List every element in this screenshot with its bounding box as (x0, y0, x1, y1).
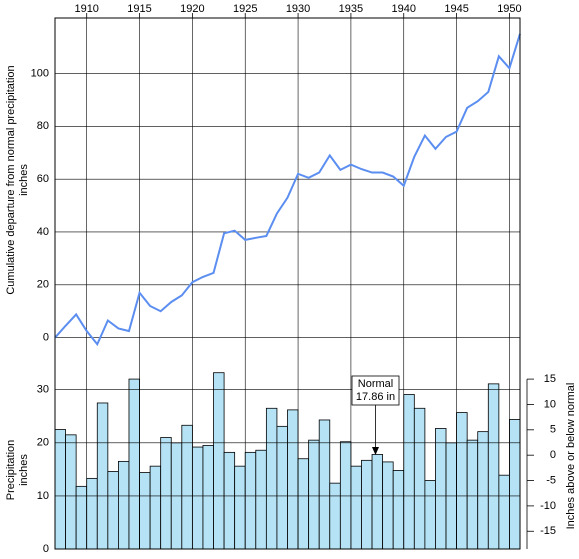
x-tick-label: 1935 (339, 3, 363, 15)
annotation-box (351, 375, 400, 406)
bar (329, 482, 341, 550)
y2-tick-label: 10 (544, 398, 556, 410)
bar (96, 402, 109, 550)
y-axis-label: inches (18, 164, 30, 196)
x-tick-label: 1920 (180, 3, 204, 15)
bar (54, 429, 66, 550)
bar (509, 419, 521, 550)
x-tick-label: 1940 (392, 3, 416, 15)
bar (139, 472, 151, 550)
bar (234, 465, 246, 550)
x-tick-label: 1915 (127, 3, 151, 15)
x-tick-label: 1925 (233, 3, 257, 15)
bar (223, 451, 236, 550)
bar (392, 470, 405, 550)
bar (255, 449, 267, 550)
bar (118, 460, 130, 550)
bar (466, 439, 479, 550)
bar (181, 424, 193, 550)
bar (213, 372, 225, 550)
y-tick-label: 10 (37, 490, 49, 502)
x-tick-label: 1945 (444, 3, 468, 15)
y-axis-label: Precipitation (5, 440, 17, 501)
plot-frame (54, 17, 521, 550)
bar (424, 480, 436, 550)
y-tick-label: 80 (37, 120, 49, 132)
bar (456, 412, 468, 550)
bar (339, 441, 352, 550)
y-tick-label: 20 (37, 437, 49, 449)
y-axis-label: Cumulative departure from normal precipi… (5, 65, 17, 294)
bar (308, 439, 320, 550)
y-tick-label: 60 (37, 173, 49, 185)
bar (498, 474, 510, 550)
bar (403, 394, 415, 550)
bar (191, 446, 204, 550)
bar (477, 431, 489, 550)
line (54, 33, 521, 347)
annotation-arrowhead (372, 447, 379, 455)
bar (244, 451, 257, 550)
y-tick-label: 40 (37, 226, 49, 238)
y2-axis-label: Inches above or below normal (565, 383, 577, 530)
bar (487, 383, 500, 550)
bar (107, 471, 119, 550)
annotation: Normal (358, 378, 393, 390)
bar (276, 425, 288, 550)
bar (371, 454, 384, 550)
bar (413, 407, 426, 550)
y2-tick-label: 5 (550, 424, 556, 436)
bar (265, 407, 278, 550)
bar (86, 477, 98, 550)
y2-tick-label: -10 (540, 500, 556, 512)
bar (435, 428, 447, 550)
bar (287, 409, 299, 550)
y-tick-label: 0 (43, 543, 49, 555)
y2-tick-label: 15 (544, 373, 556, 385)
x-tick-label: 1930 (286, 3, 310, 15)
y2-tick-label: -15 (540, 525, 556, 537)
bar (382, 461, 394, 550)
bar (202, 445, 214, 550)
bar (160, 437, 172, 550)
bar (297, 458, 310, 550)
y-tick-label: 20 (37, 279, 49, 291)
bar (149, 465, 162, 550)
y2-tick-label: 0 (550, 449, 556, 461)
x-tick-label: 1950 (497, 3, 521, 15)
bar (350, 465, 362, 550)
y2-tick-label: -5 (546, 474, 556, 486)
bar (65, 434, 77, 550)
bar (318, 419, 331, 550)
y-axis-label: inches (18, 454, 30, 486)
y-tick-label: 100 (31, 67, 49, 79)
x-tick-label: 1910 (74, 3, 98, 15)
bar (361, 459, 373, 550)
y-tick-label: 0 (43, 332, 49, 344)
bar (128, 378, 140, 550)
annotation: 17.86 in (356, 391, 395, 403)
y-tick-label: 30 (37, 384, 49, 396)
